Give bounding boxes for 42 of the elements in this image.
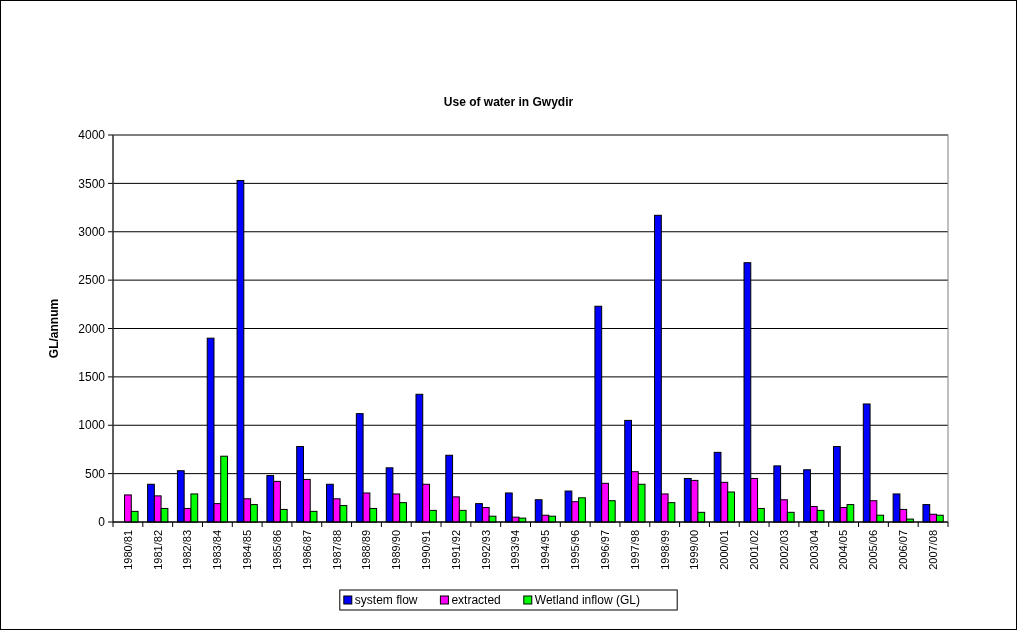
y-tick-label: 4000 bbox=[78, 128, 106, 143]
x-tick-label: 1984/85 bbox=[241, 530, 254, 570]
legend-label: Wetland inflow (GL) bbox=[534, 593, 640, 608]
y-tick-label: 0 bbox=[98, 515, 106, 530]
x-tick-label: 1993/94 bbox=[509, 530, 522, 570]
x-tick-label: 1991/92 bbox=[449, 530, 462, 570]
x-tick-label: 1992/93 bbox=[479, 530, 492, 570]
x-tick-label: 1987/88 bbox=[330, 530, 343, 570]
x-tick-label: 1999/00 bbox=[688, 530, 701, 570]
y-axis-title: GL/annum bbox=[47, 298, 61, 359]
legend-label: extracted bbox=[451, 593, 501, 608]
x-tick-label: 2005/06 bbox=[867, 530, 880, 570]
x-tick-label: 1982/83 bbox=[181, 530, 194, 570]
x-tick-label: 2007/08 bbox=[926, 530, 939, 570]
x-tick-label: 2002/03 bbox=[777, 530, 790, 570]
y-tick-label: 3500 bbox=[78, 176, 106, 191]
y-tick-label: 3000 bbox=[78, 224, 106, 239]
x-tick-label: 1980/81 bbox=[121, 530, 134, 570]
x-tick-label: 1985/86 bbox=[270, 530, 283, 570]
x-tick-label: 2003/04 bbox=[807, 530, 820, 570]
chart-title: Use of water in Gwydir bbox=[443, 95, 574, 109]
x-tick-label: 1994/95 bbox=[539, 530, 552, 570]
x-tick-label: 1988/89 bbox=[360, 530, 373, 570]
x-tick-label: 1983/84 bbox=[211, 530, 224, 570]
x-tick-label: 1997/98 bbox=[628, 530, 641, 570]
x-tick-label: 1995/96 bbox=[569, 530, 582, 570]
legend-label: system flow bbox=[354, 593, 418, 608]
x-tick-label: 1990/91 bbox=[419, 530, 432, 570]
y-tick-label: 500 bbox=[84, 466, 106, 481]
x-tick-label: 1989/90 bbox=[390, 530, 403, 570]
x-tick-label: 2000/01 bbox=[718, 530, 731, 570]
x-tick-label: 2006/07 bbox=[897, 530, 910, 570]
x-tick-label: 1986/87 bbox=[300, 530, 313, 570]
x-tick-label: 2004/05 bbox=[837, 530, 850, 570]
x-tick-label: 2001/02 bbox=[748, 530, 761, 570]
y-tick-label: 1500 bbox=[78, 370, 106, 385]
x-tick-label: 1981/82 bbox=[151, 530, 164, 570]
y-tick-label: 1000 bbox=[78, 418, 106, 433]
x-tick-label: 1996/97 bbox=[598, 530, 611, 570]
x-tick-label: 1998/99 bbox=[658, 530, 671, 570]
y-tick-label: 2500 bbox=[78, 273, 106, 288]
y-tick-label: 2000 bbox=[78, 321, 106, 336]
